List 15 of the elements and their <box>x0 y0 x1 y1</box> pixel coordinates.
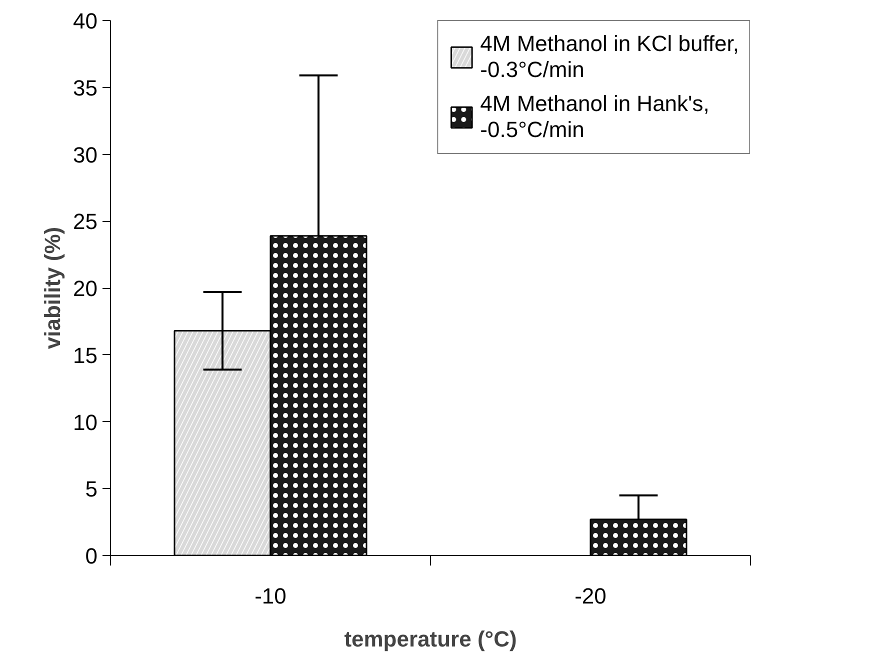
x-tick-label: -20 <box>574 584 606 608</box>
y-axis-title: viability (%) <box>40 226 66 350</box>
y-tick-label: 25 <box>73 209 98 234</box>
x-axis-title: temperature (°C) <box>344 626 517 652</box>
y-tick-label: 5 <box>85 476 98 502</box>
y-tick-label: 0 <box>85 544 98 568</box>
y-tick-label: 20 <box>73 276 98 301</box>
y-tick-label: 40 <box>73 8 98 34</box>
y-tick-label: 30 <box>73 142 98 168</box>
legend-label: 4M Methanol in KCl buffer, -0.3°C/min <box>480 31 739 83</box>
y-tick-label: 35 <box>73 75 98 100</box>
legend-label: 4M Methanol in Hank's, -0.5°C/min <box>480 91 710 143</box>
y-tick-label: 10 <box>73 410 98 435</box>
y-tick-label: 15 <box>73 342 98 368</box>
x-tick-label: -10 <box>254 584 286 608</box>
